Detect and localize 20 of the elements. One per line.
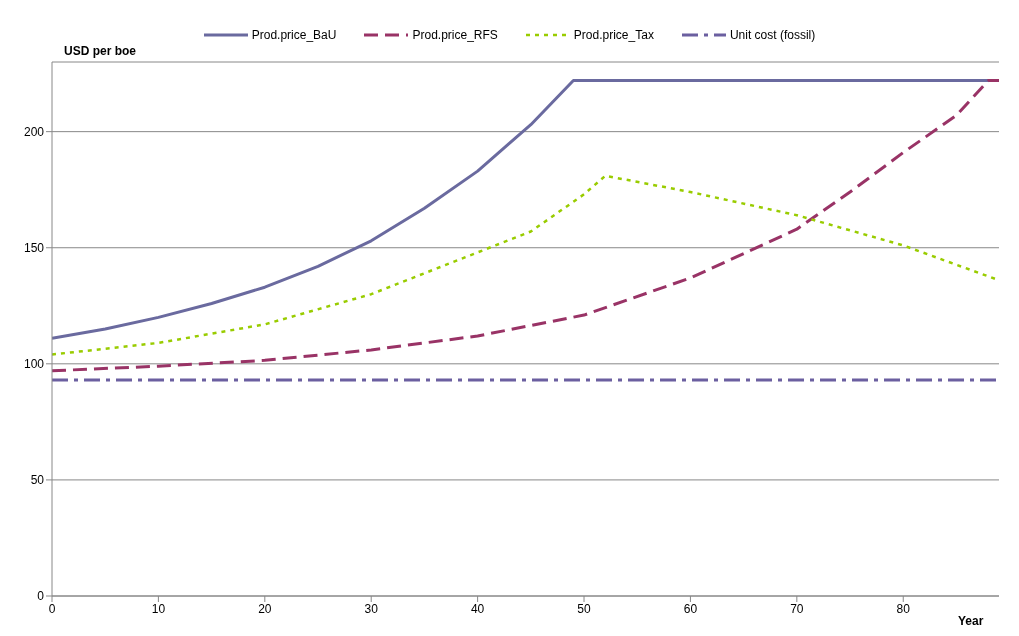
x-tick-label: 30 [364,601,379,616]
legend-label: Prod.price_RFS [412,28,498,42]
y-tick-label: 200 [23,124,45,139]
x-tick-label: 80 [896,601,911,616]
x-tick-label: 50 [577,601,592,616]
legend-label: Unit cost (fossil) [729,28,816,42]
legend-label: Prod.price_Tax [573,28,654,42]
x-tick-label: 0 [48,601,56,616]
y-tick-label: 0 [37,589,45,604]
x-tick-label: 10 [151,601,166,616]
y-tick-label: 50 [30,473,45,488]
y-axis-title: USD per boe [64,44,137,58]
x-tick-label: 70 [790,601,804,616]
legend-label: Prod.price_BaU [251,28,337,42]
y-tick-label: 150 [23,241,45,255]
x-tick-label: 20 [258,601,272,616]
x-axis-title: Year [958,614,984,628]
x-tick-label: 40 [470,601,485,616]
x-tick-label: 60 [683,601,698,616]
y-tick-label: 100 [23,357,45,372]
